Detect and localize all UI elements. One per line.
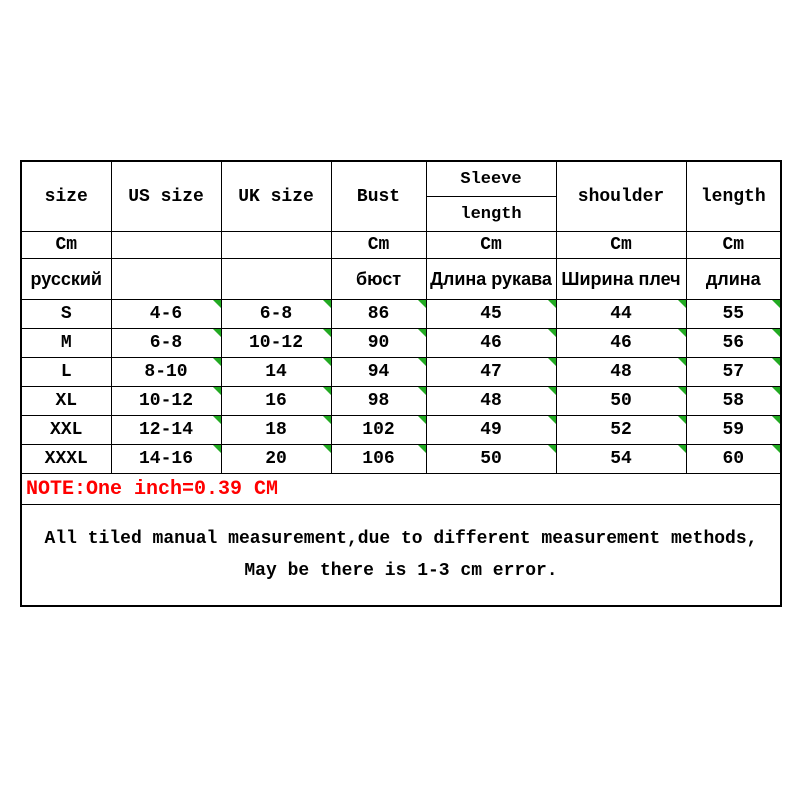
cell-size: XXXL — [21, 445, 111, 474]
footer-text: All tiled manual measurement,due to diff… — [21, 505, 781, 607]
unit-c1: Cm — [21, 232, 111, 259]
cell-sleeve: 45 — [426, 300, 556, 329]
cell-bust: 106 — [331, 445, 426, 474]
cell-uk: 6-8 — [221, 300, 331, 329]
cell-uk: 20 — [221, 445, 331, 474]
ru-c2 — [111, 259, 221, 300]
table-row: L 8-10 14 94 47 48 57 — [21, 358, 781, 387]
ru-c6: Ширина плеч — [556, 259, 686, 300]
header-bust: Bust — [331, 161, 426, 232]
cell-bust: 90 — [331, 329, 426, 358]
cell-us: 12-14 — [111, 416, 221, 445]
footer-row: All tiled manual measurement,due to diff… — [21, 505, 781, 607]
cell-bust: 102 — [331, 416, 426, 445]
note-text: NOTE:One inch=0.39 CM — [21, 474, 781, 505]
unit-c6: Cm — [556, 232, 686, 259]
cell-size: XL — [21, 387, 111, 416]
header-size: size — [21, 161, 111, 232]
cell-shoulder: 46 — [556, 329, 686, 358]
unit-c4: Cm — [331, 232, 426, 259]
unit-c7: Cm — [686, 232, 781, 259]
unit-row: Cm Cm Cm Cm Cm — [21, 232, 781, 259]
ru-c4: бюст — [331, 259, 426, 300]
note-row: NOTE:One inch=0.39 CM — [21, 474, 781, 505]
cell-bust: 94 — [331, 358, 426, 387]
cell-length: 57 — [686, 358, 781, 387]
ru-c7: длина — [686, 259, 781, 300]
header-row: size US size UK size Bust Sleeve shoulde… — [21, 161, 781, 197]
cell-uk: 18 — [221, 416, 331, 445]
cell-bust: 98 — [331, 387, 426, 416]
unit-c5: Cm — [426, 232, 556, 259]
cell-length: 56 — [686, 329, 781, 358]
header-sleeve-bottom: length — [426, 197, 556, 232]
header-length: length — [686, 161, 781, 232]
size-chart: size US size UK size Bust Sleeve shoulde… — [20, 160, 780, 607]
unit-c3 — [221, 232, 331, 259]
cell-uk: 14 — [221, 358, 331, 387]
russian-row: русский бюст Длина рукава Ширина плеч дл… — [21, 259, 781, 300]
cell-uk: 16 — [221, 387, 331, 416]
cell-size: M — [21, 329, 111, 358]
cell-us: 6-8 — [111, 329, 221, 358]
cell-shoulder: 48 — [556, 358, 686, 387]
cell-size: S — [21, 300, 111, 329]
table-row: XXXL 14-16 20 106 50 54 60 — [21, 445, 781, 474]
cell-shoulder: 50 — [556, 387, 686, 416]
cell-uk: 10-12 — [221, 329, 331, 358]
cell-shoulder: 52 — [556, 416, 686, 445]
header-sleeve-top: Sleeve — [426, 161, 556, 197]
unit-c2 — [111, 232, 221, 259]
cell-length: 55 — [686, 300, 781, 329]
table-row: S 4-6 6-8 86 45 44 55 — [21, 300, 781, 329]
cell-size: L — [21, 358, 111, 387]
cell-length: 60 — [686, 445, 781, 474]
size-table: size US size UK size Bust Sleeve shoulde… — [20, 160, 782, 607]
header-uk-size: UK size — [221, 161, 331, 232]
ru-c5: Длина рукава — [426, 259, 556, 300]
cell-sleeve: 50 — [426, 445, 556, 474]
table-row: M 6-8 10-12 90 46 46 56 — [21, 329, 781, 358]
cell-shoulder: 54 — [556, 445, 686, 474]
cell-shoulder: 44 — [556, 300, 686, 329]
cell-bust: 86 — [331, 300, 426, 329]
cell-sleeve: 48 — [426, 387, 556, 416]
cell-sleeve: 47 — [426, 358, 556, 387]
cell-us: 8-10 — [111, 358, 221, 387]
header-shoulder: shoulder — [556, 161, 686, 232]
cell-us: 10-12 — [111, 387, 221, 416]
cell-sleeve: 49 — [426, 416, 556, 445]
table-row: XL 10-12 16 98 48 50 58 — [21, 387, 781, 416]
cell-sleeve: 46 — [426, 329, 556, 358]
ru-c1: русский — [21, 259, 111, 300]
ru-c3 — [221, 259, 331, 300]
header-us-size: US size — [111, 161, 221, 232]
cell-length: 58 — [686, 387, 781, 416]
cell-us: 4-6 — [111, 300, 221, 329]
cell-us: 14-16 — [111, 445, 221, 474]
cell-length: 59 — [686, 416, 781, 445]
table-row: XXL 12-14 18 102 49 52 59 — [21, 416, 781, 445]
cell-size: XXL — [21, 416, 111, 445]
